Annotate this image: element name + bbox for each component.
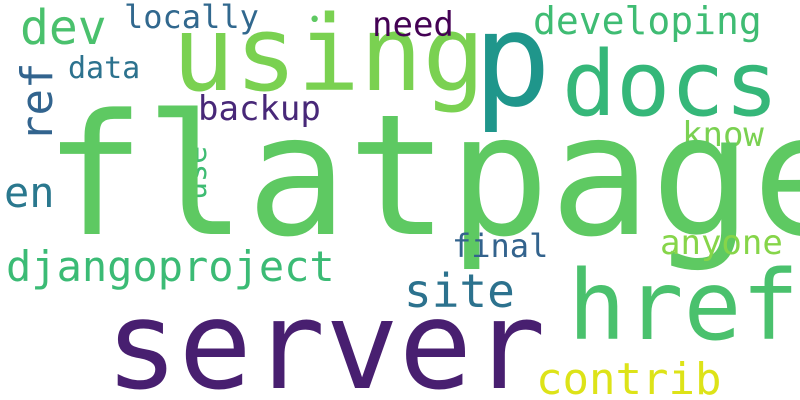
word-contrib: contrib	[536, 354, 722, 400]
word-p: p	[473, 0, 552, 136]
word-developing: developing	[533, 0, 762, 43]
word-locally: locally	[124, 0, 259, 36]
word-final: final	[452, 227, 549, 265]
word-docs: docs	[562, 32, 779, 137]
word-need: need	[372, 5, 454, 45]
word-site: site	[404, 264, 515, 318]
word-know: know	[682, 115, 764, 155]
word-backup: backup	[198, 89, 321, 129]
word-data: data	[68, 51, 141, 86]
word-en: en	[4, 168, 55, 217]
word-anyone: anyone	[660, 223, 783, 263]
word-server: server	[105, 275, 546, 400]
word-using: using	[172, 0, 486, 115]
word-flatpage: flatpage	[44, 78, 800, 274]
word-dot: •	[308, 8, 322, 33]
word-dev: dev	[20, 0, 107, 56]
word-href: href	[568, 250, 800, 362]
word-djangoproject: djangoproject	[6, 242, 335, 291]
